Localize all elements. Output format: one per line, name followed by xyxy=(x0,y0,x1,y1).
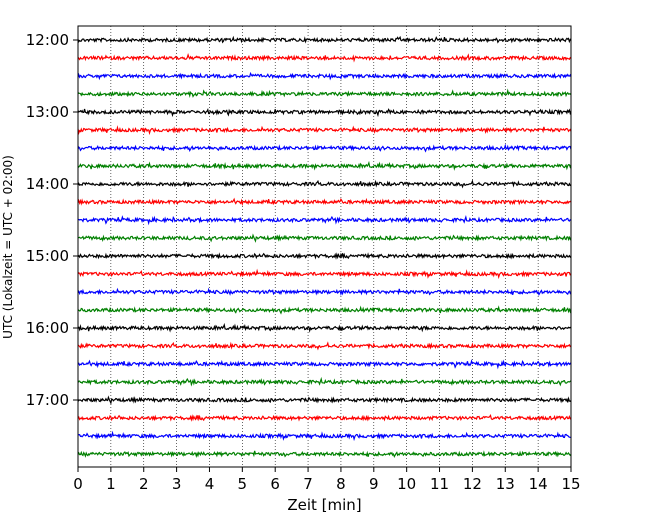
x-tick-label: 3 xyxy=(172,475,182,493)
x-tick-label: 7 xyxy=(303,475,313,493)
trace-line xyxy=(77,35,572,44)
y-tick-label: 12:00 xyxy=(26,31,69,49)
trace-line xyxy=(77,53,572,63)
y-tick-label: 14:00 xyxy=(26,175,69,193)
trace-line xyxy=(77,197,572,207)
y-tick-label: 13:00 xyxy=(26,103,69,121)
trace-line xyxy=(77,179,572,189)
trace-line xyxy=(77,450,572,459)
trace-line xyxy=(77,214,572,226)
trace-line xyxy=(77,125,572,136)
x-tick-label: 6 xyxy=(270,475,280,493)
x-axis: 0 1 2 3 4 5 6 7 8 9 10 11 12 13 14 15 xyxy=(73,467,581,493)
y-tick-label: 16:00 xyxy=(26,319,69,337)
trace-line xyxy=(77,160,572,171)
x-tick-label: 15 xyxy=(561,475,580,493)
trace-series xyxy=(77,35,572,459)
trace-line xyxy=(77,341,572,351)
x-tick-label: 5 xyxy=(238,475,248,493)
plot-frame xyxy=(77,25,572,468)
trace-line xyxy=(77,268,572,280)
trace-line xyxy=(77,143,572,153)
trace-line xyxy=(77,305,572,315)
x-tick-label: 11 xyxy=(430,475,449,493)
x-tick-label: 8 xyxy=(336,475,346,493)
trace-line xyxy=(77,71,572,81)
y-tick-label: 17:00 xyxy=(26,391,69,409)
trace-line xyxy=(77,395,572,405)
trace-line xyxy=(77,88,572,98)
x-tick-label: 13 xyxy=(496,475,515,493)
trace-line xyxy=(77,430,572,442)
trace-line xyxy=(77,287,572,297)
trace-line xyxy=(77,233,572,243)
x-tick-label: 2 xyxy=(139,475,149,493)
y-tick-label: 15:00 xyxy=(26,247,69,265)
x-tick-label: 4 xyxy=(205,475,215,493)
trace-line xyxy=(77,413,572,422)
trace-line xyxy=(77,107,572,118)
x-tick-label: 0 xyxy=(73,475,83,493)
x-tick-label: 10 xyxy=(397,475,416,493)
trace-line xyxy=(77,252,572,260)
trace-line xyxy=(77,322,572,333)
trace-line xyxy=(77,376,572,387)
x-tick-label: 12 xyxy=(463,475,482,493)
x-tick-label: 14 xyxy=(529,475,548,493)
trace-line xyxy=(77,359,572,370)
x-axis-label: Zeit [min] xyxy=(287,496,361,514)
x-tick-label: 9 xyxy=(369,475,379,493)
y-axis: 12:00 13:00 14:00 15:00 16:00 17:00 xyxy=(26,31,78,409)
y-axis-label: UTC (Lokalzeit = UTC + 02:00) xyxy=(1,155,15,339)
x-tick-label: 1 xyxy=(106,475,116,493)
